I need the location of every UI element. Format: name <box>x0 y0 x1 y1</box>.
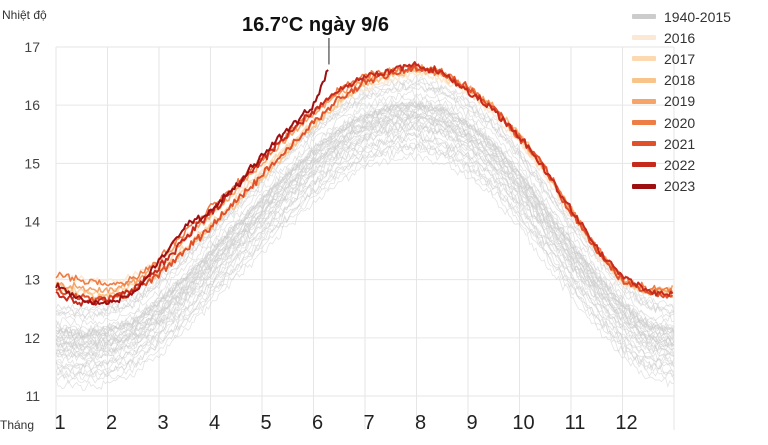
y-axis-label: Nhiệt độ <box>2 8 47 22</box>
legend-label: 1940-2015 <box>664 8 731 25</box>
x-tick-label: 12 <box>615 412 637 434</box>
x-tick-label: 1 <box>54 412 65 434</box>
x-tick-label: 8 <box>415 412 426 434</box>
legend-swatch <box>632 183 656 189</box>
legend: 1940-2015 2016 2017 2018 2019 2020 2021 … <box>632 6 731 197</box>
legend-label: 2022 <box>664 156 696 173</box>
series-line-1940-2015 <box>55 82 675 320</box>
legend-item-2023: 2023 <box>632 176 731 197</box>
y-tick-label: 12 <box>24 330 40 346</box>
legend-label: 2021 <box>664 135 696 152</box>
series-lines <box>55 61 675 392</box>
legend-item-1940-2015: 1940-2015 <box>632 6 731 27</box>
series-line-2022 <box>55 61 674 307</box>
y-tick-label: 15 <box>24 155 40 171</box>
legend-swatch <box>632 14 656 20</box>
legend-swatch <box>632 77 656 83</box>
x-tick-label: 4 <box>209 412 220 434</box>
legend-item-2018: 2018 <box>632 70 731 91</box>
legend-label: 2017 <box>664 50 696 67</box>
legend-swatch <box>632 56 656 62</box>
peak-annotation: 16.7°C ngày 9/6 <box>242 14 389 36</box>
x-tick-label: 10 <box>512 412 534 434</box>
series-line-1940-2015 <box>55 142 675 380</box>
series-line-1940-2015 <box>55 145 675 385</box>
legend-swatch <box>632 162 656 168</box>
legend-label: 2020 <box>664 114 696 131</box>
series-line-1940-2015 <box>55 99 675 341</box>
series-line-2021 <box>55 63 674 304</box>
y-tick-label: 16 <box>24 97 40 113</box>
series-line-1940-2015 <box>55 77 675 316</box>
x-tick-label: 3 <box>157 412 168 434</box>
x-tick-label: 2 <box>106 412 117 434</box>
x-tick-label: 7 <box>363 412 374 434</box>
series-line-1940-2015 <box>55 132 675 369</box>
legend-swatch <box>632 98 656 104</box>
series-line-1940-2015 <box>55 152 675 392</box>
series-line-1940-2015 <box>55 124 675 362</box>
y-tick-label: 13 <box>24 272 40 288</box>
legend-item-2020: 2020 <box>632 112 731 133</box>
series-line-2023 <box>55 69 329 306</box>
series-line-1940-2015 <box>55 82 675 323</box>
series-line-1940-2015 <box>55 97 675 339</box>
legend-label: 2023 <box>664 178 696 195</box>
series-line-1940-2015 <box>55 130 675 367</box>
x-axis-label: Tháng <box>0 418 35 432</box>
legend-item-2021: 2021 <box>632 133 731 154</box>
legend-swatch <box>632 35 656 41</box>
series-line-1940-2015 <box>55 103 675 345</box>
series-line-1940-2015 <box>55 121 675 361</box>
y-tick-label: 17 <box>24 39 40 55</box>
legend-label: 2019 <box>664 93 696 110</box>
legend-item-2017: 2017 <box>632 48 731 69</box>
series-line-1940-2015 <box>55 109 675 347</box>
y-tick-label: 11 <box>25 388 40 404</box>
legend-item-2016: 2016 <box>632 27 731 48</box>
legend-swatch <box>632 141 656 147</box>
x-tick-label: 6 <box>312 412 323 434</box>
x-tick-label: 9 <box>466 412 477 434</box>
x-tick-label: 11 <box>565 412 586 434</box>
y-tick-label: 14 <box>24 214 40 230</box>
legend-label: 2016 <box>664 29 696 46</box>
series-line-1940-2015 <box>55 118 675 355</box>
legend-swatch <box>632 120 656 126</box>
legend-item-2019: 2019 <box>632 91 731 112</box>
series-line-1940-2015 <box>55 130 675 372</box>
legend-item-2022: 2022 <box>632 154 731 175</box>
x-tick-label: 5 <box>260 412 271 434</box>
legend-label: 2018 <box>664 72 696 89</box>
